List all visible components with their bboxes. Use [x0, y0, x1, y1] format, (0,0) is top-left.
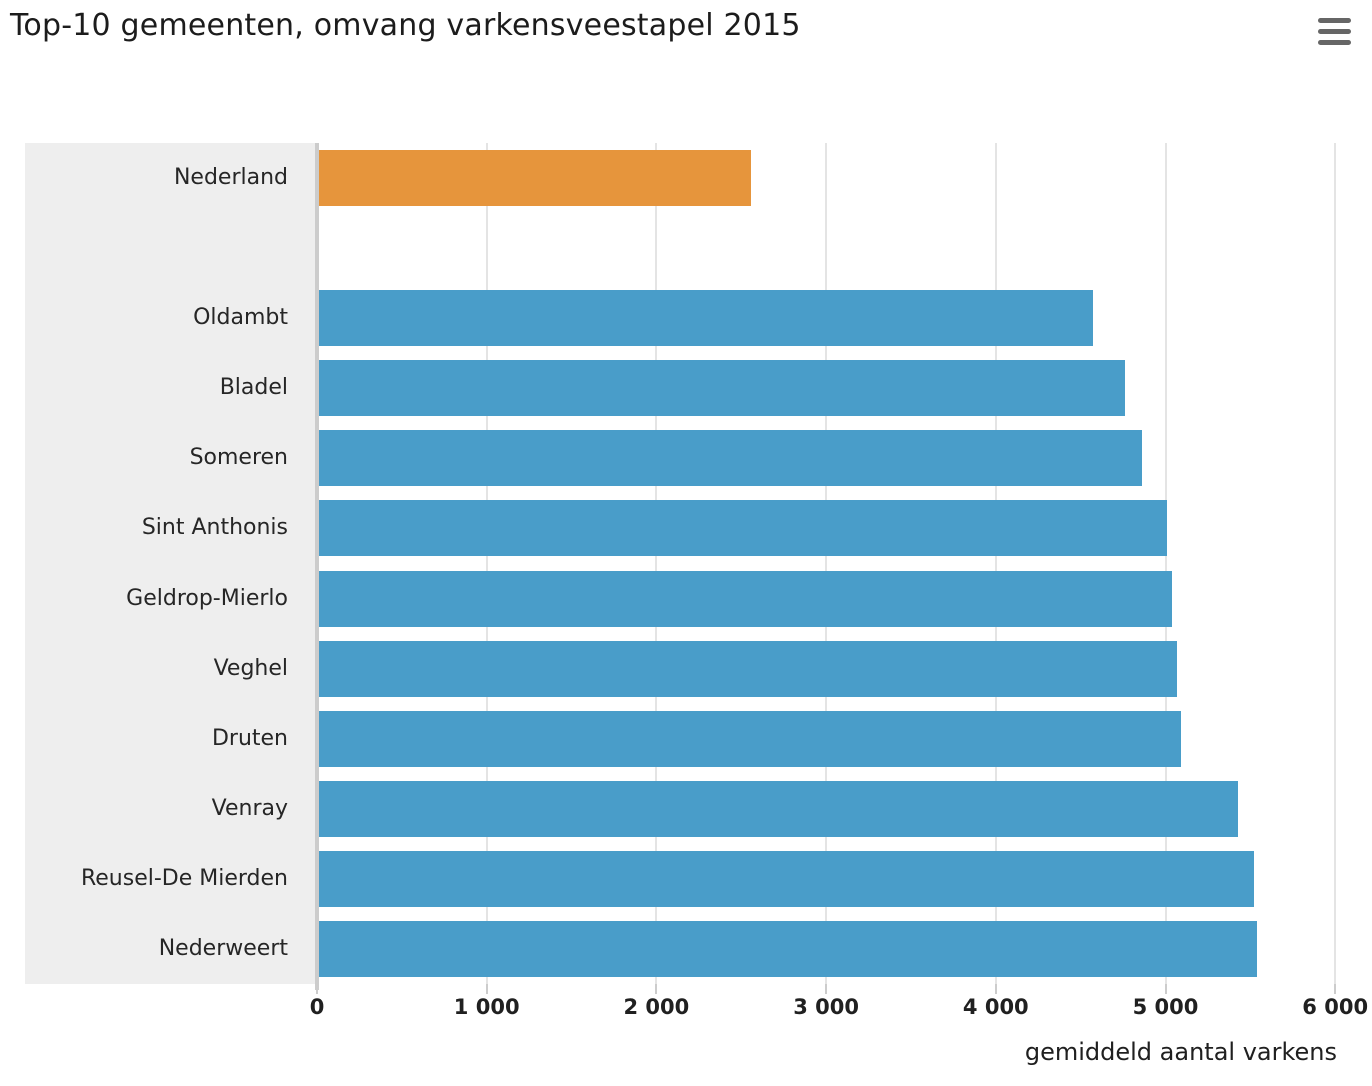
chart-title: Top-10 gemeenten, omvang varkensveestape…: [10, 8, 801, 43]
gridline: [994, 143, 997, 984]
bar-nederland[interactable]: [319, 150, 752, 206]
x-tick-label: 0: [309, 995, 325, 1019]
x-axis-tick: [1164, 984, 1167, 994]
x-axis-tick: [1334, 984, 1337, 994]
x-axis-title: gemiddeld aantal varkens: [1024, 1038, 1337, 1066]
bar-someren[interactable]: [319, 430, 1142, 487]
bar-venray[interactable]: [319, 780, 1239, 837]
gridline: [825, 143, 828, 984]
hamburger-bar: [1318, 29, 1351, 34]
gridline: [1164, 143, 1167, 984]
x-tick-label: 1 000: [453, 995, 520, 1019]
bar-reusel-de-mierden[interactable]: [319, 850, 1254, 907]
bar-bladel[interactable]: [319, 360, 1125, 417]
category-label-sint-anthonis: Sint Anthonis: [141, 515, 288, 541]
bar-oldambt[interactable]: [319, 290, 1093, 347]
x-tick-label: 5 000: [1132, 995, 1199, 1019]
category-label-nederweert: Nederweert: [158, 935, 288, 961]
category-label-bladel: Bladel: [219, 375, 288, 401]
category-label-geldrop-mierlo: Geldrop-Mierlo: [126, 585, 288, 611]
category-label-oldambt: Oldambt: [193, 305, 288, 331]
gridline: [485, 143, 488, 984]
category-label-nederland: Nederland: [173, 165, 288, 190]
bar-geldrop-mierlo[interactable]: [319, 570, 1173, 627]
x-tick-label: 4 000: [962, 995, 1029, 1019]
category-label-reusel-de-mierden: Reusel-De Mierden: [80, 865, 288, 891]
hamburger-icon[interactable]: [1318, 18, 1351, 45]
x-axis-tick: [994, 984, 997, 994]
category-label-someren: Someren: [189, 445, 288, 471]
bar-sint-anthonis[interactable]: [319, 500, 1168, 557]
hamburger-bar: [1318, 40, 1351, 45]
x-axis-tick: [825, 984, 828, 994]
x-tick-label: 3 000: [793, 995, 859, 1019]
x-axis-tick: [485, 984, 488, 994]
bar-druten[interactable]: [319, 710, 1181, 767]
category-label-druten: Druten: [211, 725, 288, 751]
y-axis-line: [315, 143, 319, 990]
category-label-venray: Venray: [211, 795, 288, 821]
hamburger-bar: [1318, 18, 1351, 23]
x-tick-label: 2 000: [623, 995, 690, 1019]
x-tick-label: 6 000: [1302, 995, 1369, 1019]
gridline: [1334, 143, 1337, 984]
x-axis-tick: [316, 984, 318, 994]
x-axis-tick: [655, 984, 658, 994]
gridline: [655, 143, 658, 984]
category-label-veghel: Veghel: [213, 655, 288, 681]
bar-nederweert[interactable]: [319, 920, 1258, 977]
bar-veghel[interactable]: [319, 640, 1178, 697]
category-label-panel: [25, 143, 315, 984]
